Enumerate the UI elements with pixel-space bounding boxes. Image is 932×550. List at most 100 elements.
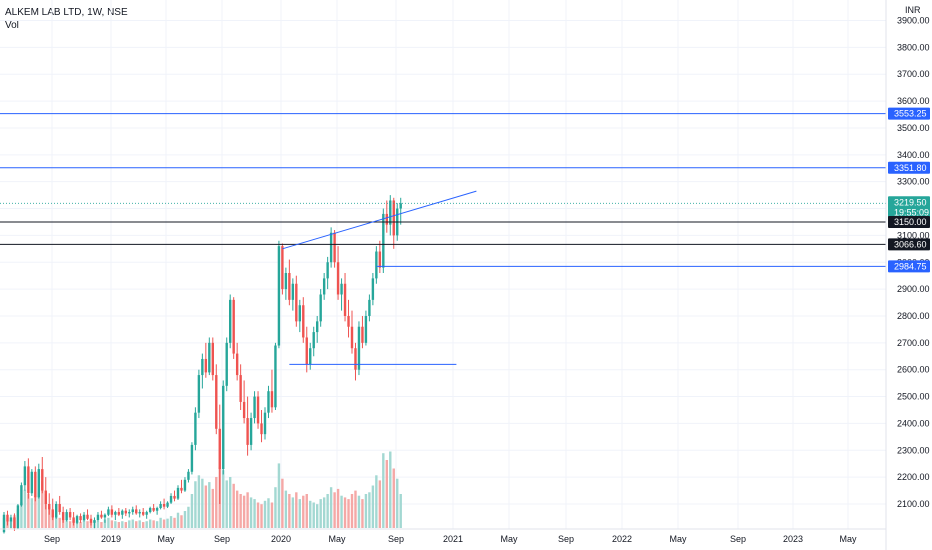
volume-bar bbox=[329, 487, 333, 528]
candle-body bbox=[319, 294, 322, 322]
x-tick-label: May bbox=[157, 534, 175, 544]
volume-bar bbox=[302, 495, 305, 528]
candle-body bbox=[375, 251, 378, 279]
volume-bar bbox=[316, 504, 319, 528]
y-tick-label: 3500.00 bbox=[897, 123, 930, 133]
y-tick-label: 2400.00 bbox=[897, 418, 930, 428]
volume-bar bbox=[225, 480, 228, 528]
currency-label: INR bbox=[905, 5, 921, 15]
candle-body bbox=[270, 391, 274, 408]
volume-bar bbox=[61, 519, 65, 528]
candle-body bbox=[246, 418, 249, 445]
y-tick-label: 3800.00 bbox=[897, 42, 930, 52]
volume-bar bbox=[263, 500, 267, 528]
volume-bar bbox=[86, 521, 89, 528]
volume-bar bbox=[194, 481, 197, 528]
volume-bar bbox=[319, 499, 322, 528]
grid bbox=[0, 0, 886, 529]
candle-body bbox=[357, 326, 361, 370]
volume-bar bbox=[55, 515, 58, 528]
volume-bar bbox=[187, 506, 190, 528]
candle-body bbox=[75, 516, 79, 523]
y-tick-label: 2900.00 bbox=[897, 284, 930, 294]
y-tick-label: 3600.00 bbox=[897, 96, 930, 106]
volume-bar bbox=[385, 460, 388, 528]
candle-body bbox=[354, 348, 357, 370]
candle-body bbox=[41, 469, 44, 491]
volume-bar bbox=[239, 494, 242, 528]
y-tick-label: 2700.00 bbox=[897, 338, 930, 348]
volume-bar bbox=[232, 483, 235, 528]
x-axis-ticks: Sep 2019 May Sep 2020 May Sep 2021 May Sep 2022 May… bbox=[44, 534, 857, 544]
candle-body bbox=[89, 518, 93, 523]
candle-body bbox=[225, 342, 228, 386]
price-tag-label: 2984.75 bbox=[894, 261, 927, 271]
candle-body bbox=[385, 213, 388, 225]
volume-bar bbox=[107, 517, 110, 528]
volume-bar bbox=[96, 521, 100, 528]
volume-bar bbox=[256, 502, 260, 528]
candle-body bbox=[61, 512, 65, 521]
candle-body bbox=[253, 396, 256, 419]
volume-bar bbox=[173, 517, 176, 528]
candle-body bbox=[117, 512, 121, 515]
volume-bar bbox=[162, 519, 166, 528]
x-tick-label: May bbox=[839, 534, 857, 544]
candle-body bbox=[364, 315, 368, 343]
candle-body bbox=[138, 512, 141, 514]
volume-bar bbox=[322, 497, 326, 528]
volume-bar bbox=[211, 488, 214, 528]
candle-body bbox=[263, 412, 267, 435]
volume-bar bbox=[270, 502, 274, 528]
y-tick-label: 2200.00 bbox=[897, 472, 930, 482]
candle-body bbox=[155, 508, 159, 511]
candle-body bbox=[281, 246, 284, 290]
volume-bar bbox=[260, 504, 263, 528]
candle-body bbox=[16, 505, 20, 529]
candle-body bbox=[218, 428, 221, 470]
candle-body bbox=[2, 514, 6, 533]
volume-bar bbox=[312, 502, 315, 528]
candle-body bbox=[316, 321, 319, 333]
y-tick-label: 2800.00 bbox=[897, 311, 930, 321]
candle-body bbox=[329, 232, 333, 263]
volume-bar bbox=[27, 494, 30, 528]
candle-body bbox=[389, 200, 392, 225]
candle-body bbox=[79, 516, 82, 521]
candle-body bbox=[350, 326, 354, 349]
candle-body bbox=[68, 512, 72, 518]
volume-bar bbox=[396, 478, 399, 528]
volume-bar bbox=[34, 495, 37, 528]
volume-bar bbox=[37, 492, 40, 528]
volume-bar bbox=[235, 490, 239, 528]
candle-body bbox=[180, 487, 183, 491]
candle-body bbox=[302, 305, 305, 338]
y-tick-label: 2500.00 bbox=[897, 392, 930, 402]
volume-bar bbox=[281, 478, 284, 528]
candle-body bbox=[277, 246, 281, 346]
trendline bbox=[282, 190, 477, 250]
y-tick-label: 2100.00 bbox=[897, 499, 930, 509]
x-tick-label: May bbox=[328, 534, 346, 544]
volume-bar bbox=[169, 516, 173, 528]
candle-body bbox=[96, 514, 100, 521]
candle-body bbox=[197, 375, 201, 413]
candle-body bbox=[204, 358, 208, 373]
candle-body bbox=[107, 509, 110, 515]
candle-body bbox=[135, 509, 138, 514]
chart-title: ALKEM LAB LTD, 1W, NSE bbox=[5, 7, 128, 18]
price-tag-label: 3553.25 bbox=[894, 109, 927, 119]
volume-bar bbox=[68, 521, 72, 528]
candle-body bbox=[6, 514, 9, 522]
volume-bar bbox=[138, 520, 141, 528]
x-tick-label: Sep bbox=[730, 534, 746, 544]
candle-body bbox=[34, 471, 37, 498]
volume-bar bbox=[399, 494, 402, 528]
volume-bar bbox=[197, 475, 201, 528]
volume-bar bbox=[41, 481, 44, 528]
candle-body bbox=[399, 203, 402, 209]
volume-bar bbox=[152, 520, 155, 528]
y-tick-label: 3900.00 bbox=[897, 16, 930, 26]
